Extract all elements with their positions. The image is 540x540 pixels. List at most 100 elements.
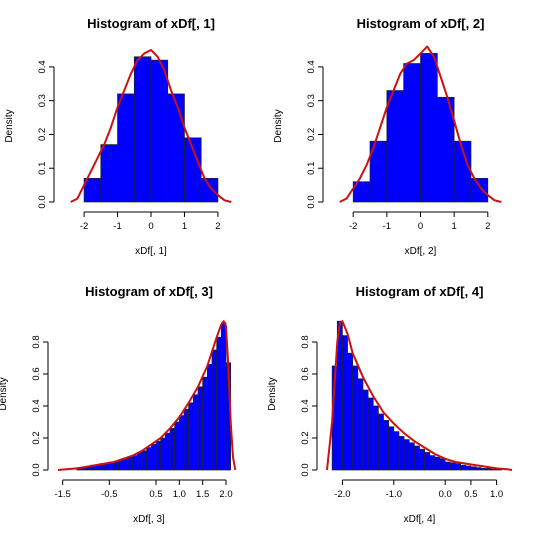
histogram-bar — [133, 56, 152, 203]
x-tick-label: 1.5 — [196, 489, 209, 500]
x-axis: -1.5 -0.5 0.5 1.0 1.5 2.0 — [54, 479, 233, 500]
x-tick-label: -1 — [113, 221, 121, 232]
histogram-bar — [197, 386, 204, 471]
histogram-bar — [155, 440, 162, 471]
x-axis: -2 -1 0 1 2 — [349, 211, 490, 232]
x-tick-label: -2 — [349, 221, 357, 232]
histogram-bar — [362, 389, 369, 471]
y-axis: 0.0 0.2 0.4 0.6 0.8 — [300, 335, 318, 477]
histogram-bar — [470, 178, 489, 203]
histogram-bar — [491, 468, 497, 471]
chart-title: Histogram of xDf[, 4] — [356, 284, 484, 299]
histogram-bar — [211, 349, 218, 471]
histogram-bar — [150, 444, 157, 471]
y-axis: 0.0 0.1 0.2 0.3 0.4 — [306, 60, 324, 209]
x-axis: -2.0 -1.0 0.0 0.5 1.0 — [334, 479, 503, 500]
density-curve — [57, 320, 237, 471]
histogram-bar — [480, 468, 487, 471]
histogram-bar — [414, 445, 420, 471]
y-tick-label: 0.3 — [306, 94, 317, 107]
histogram-bar — [132, 455, 138, 471]
chart-title: Histogram of xDf[, 3] — [85, 284, 213, 299]
x-tick-label: -1.5 — [54, 489, 70, 500]
y-tick-label: 0.4 — [37, 60, 48, 73]
x-tick-label: 0.0 — [439, 489, 452, 500]
histogram-bar — [470, 466, 477, 471]
histogram-bars — [331, 320, 503, 471]
histogram-panel-1: -2 -1 0 1 2 0.0 0.1 0.2 0.3 0.4 Histogram of xDf[,… — [4, 16, 232, 257]
y-axis: 0.0 0.1 0.2 0.3 0.4 — [37, 60, 55, 209]
histogram-bar — [122, 458, 129, 471]
histogram-bar — [434, 456, 441, 471]
histogram-bar — [202, 376, 208, 471]
histogram-bar — [167, 93, 185, 203]
histogram-bar — [160, 437, 166, 471]
histogram-bar — [465, 465, 472, 471]
histogram-bar — [150, 59, 169, 203]
x-tick-label: 1 — [452, 221, 457, 232]
histogram-bars — [76, 322, 232, 471]
histogram-bar — [146, 447, 152, 471]
x-tick-label: 2.0 — [219, 489, 232, 500]
histogram-bar — [388, 426, 395, 471]
histogram-bar — [444, 461, 451, 471]
x-tick-label: -2 — [80, 221, 88, 232]
density-curve — [339, 45, 502, 203]
histogram-bar — [200, 178, 219, 203]
histogram-bar — [352, 365, 359, 471]
x-axis-label: xDf[, 4] — [404, 514, 436, 525]
x-tick-label: -1 — [383, 221, 391, 232]
histogram-bar — [100, 144, 118, 203]
histogram-bar — [183, 408, 190, 471]
histogram-bar — [347, 352, 354, 471]
density-curve — [70, 49, 232, 203]
x-tick-label: 1.0 — [173, 489, 186, 500]
histogram-bar — [216, 336, 222, 471]
histogram-bar — [164, 432, 171, 471]
chart-title: Histogram of xDf[, 1] — [87, 16, 215, 31]
chart-title: Histogram of xDf[, 2] — [357, 16, 485, 31]
histogram-bar — [372, 405, 379, 471]
histogram-panel-3: -1.5 -0.5 0.5 1.0 1.5 2.0 0.0 0.2 0.4 0.6 0.8 Histo… — [0, 284, 237, 525]
y-tick-label: 0.8 — [31, 335, 42, 348]
histogram-bar — [424, 452, 431, 471]
histogram-bar — [485, 468, 492, 471]
histogram-bar — [378, 413, 384, 471]
x-axis-label: xDf[, 3] — [133, 514, 165, 525]
histogram-bar — [113, 461, 120, 471]
y-tick-label: 0.4 — [31, 399, 42, 412]
y-tick-label: 0.6 — [300, 367, 311, 380]
x-axis-label: xDf[, 1] — [135, 246, 167, 257]
x-tick-label: -0.5 — [101, 489, 117, 500]
histogram-bar — [178, 415, 185, 471]
histogram-bar — [408, 442, 415, 471]
y-tick-label: 0.0 — [306, 195, 317, 208]
y-axis-label: Density — [273, 109, 284, 142]
histogram-bar — [386, 90, 405, 203]
x-tick-label: 0 — [418, 221, 423, 232]
histogram-bar — [449, 462, 456, 471]
density-curve — [326, 320, 513, 471]
histogram-bars — [83, 56, 219, 203]
y-tick-label: 0.2 — [306, 128, 317, 141]
y-axis-label: Density — [0, 377, 9, 410]
histogram-bar — [393, 431, 400, 471]
histogram-bar — [192, 394, 199, 471]
histogram-bar — [419, 448, 425, 471]
histogram-bar — [117, 93, 135, 203]
histogram-bar — [429, 455, 436, 471]
histogram-bar — [174, 421, 180, 471]
y-tick-label: 0.0 — [31, 463, 42, 476]
histogram-panel-4: -2.0 -1.0 0.0 0.5 1.0 0.0 0.2 0.4 0.6 0.8 Histogra… — [267, 284, 513, 525]
histogram-bar — [141, 450, 148, 471]
histogram-bar — [206, 364, 213, 471]
histogram-bar — [460, 464, 467, 471]
y-tick-label: 0.0 — [37, 195, 48, 208]
histogram-bar — [188, 402, 194, 471]
y-axis: 0.0 0.2 0.4 0.6 0.8 — [31, 335, 49, 477]
y-tick-label: 0.1 — [306, 162, 317, 175]
y-tick-label: 0.2 — [31, 431, 42, 444]
histogram-bar — [367, 397, 374, 471]
histogram-bar — [475, 467, 482, 471]
